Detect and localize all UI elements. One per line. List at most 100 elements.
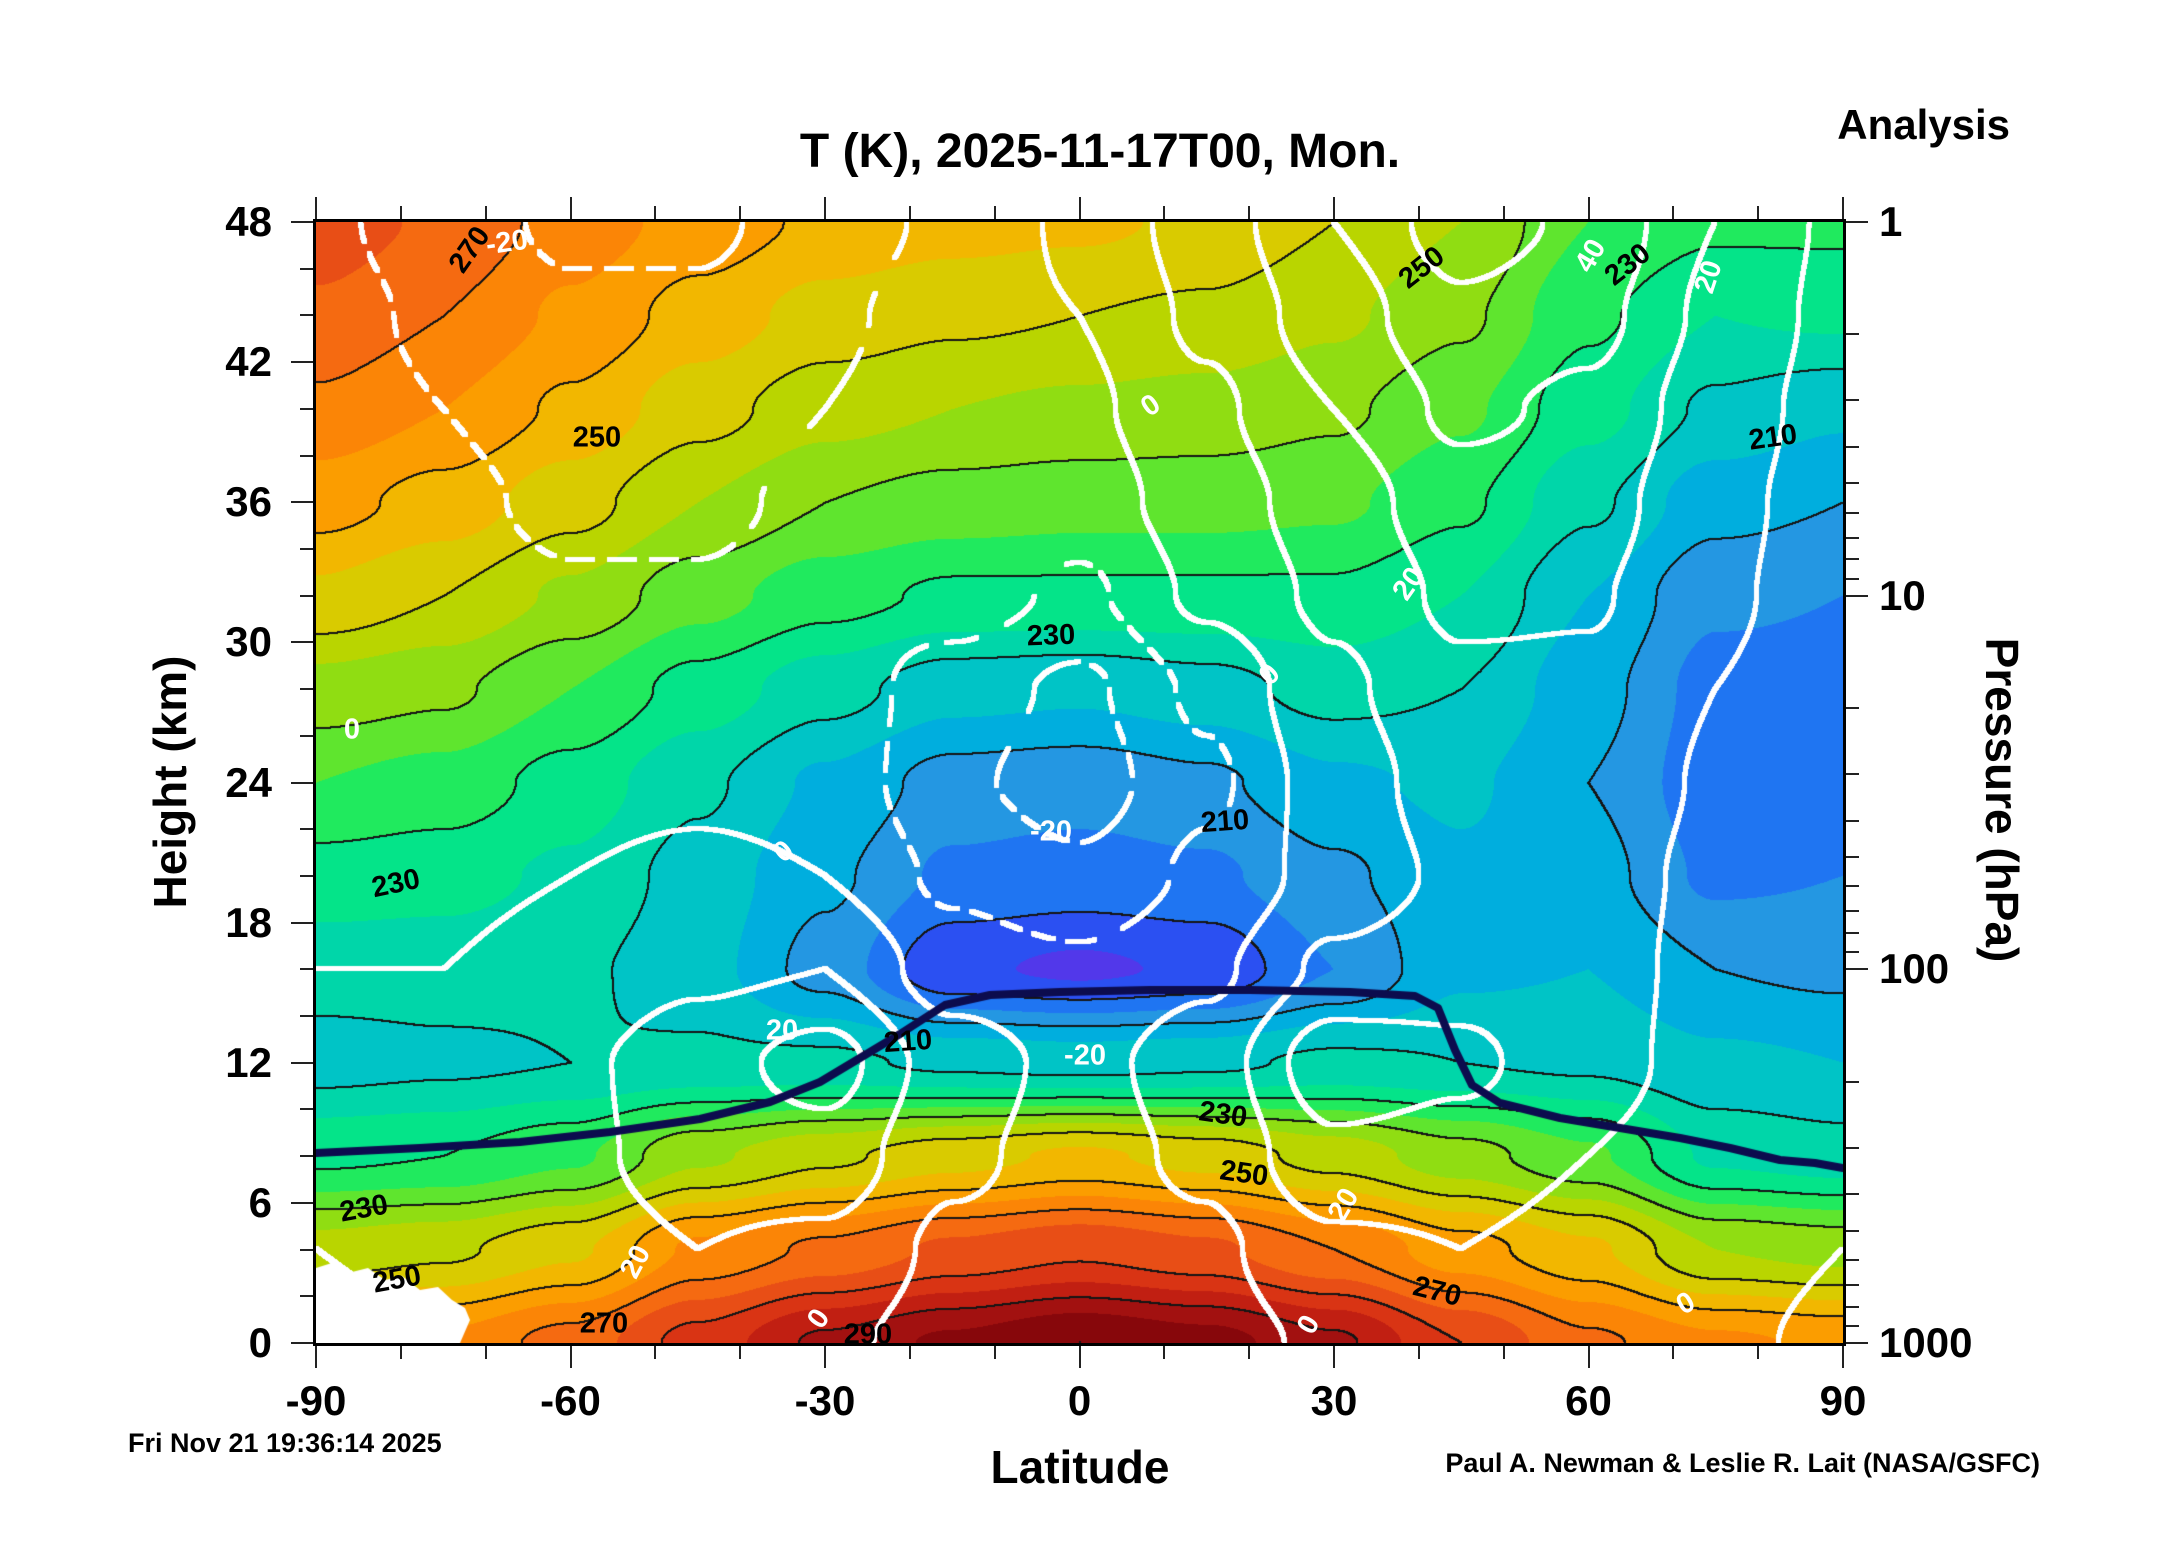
y-left-tick	[300, 688, 313, 691]
credit-text: Paul A. Newman & Leslie R. Lait (NASA/GS…	[1445, 1448, 2040, 1478]
y-right-tick	[1846, 594, 1868, 597]
y-right-tick	[1846, 221, 1868, 223]
y-right-minor-tick	[1846, 536, 1859, 539]
y-left-tick	[300, 407, 313, 410]
y-right-minor-tick	[1846, 1080, 1859, 1083]
x-tick-label: 60	[1565, 1377, 1612, 1424]
y-left-tick	[300, 594, 313, 597]
x-axis-top-tick	[824, 197, 826, 219]
y-left-tick	[291, 1061, 313, 1064]
y-left-tick-label: 24	[225, 758, 272, 806]
x-axis-top-tick	[1502, 206, 1505, 219]
y-left-tick-label: 0	[248, 1319, 272, 1366]
x-axis-tick	[1587, 1346, 1590, 1368]
x-axis-tick	[1502, 1346, 1505, 1359]
x-axis-top-tick	[1417, 206, 1420, 219]
y-left-tick	[300, 454, 313, 457]
y-left-tick	[291, 1201, 313, 1204]
y-left-tick-label: 18	[225, 898, 272, 946]
x-tick-label: 0	[1067, 1377, 1092, 1424]
x-axis-top-tick	[484, 206, 487, 219]
y-right-minor-tick	[1846, 932, 1859, 935]
x-axis-top-tick	[1163, 206, 1166, 219]
x-axis-tick	[1163, 1346, 1166, 1359]
x-axis-top-tick	[1248, 206, 1251, 219]
x-axis-top-tick	[654, 206, 657, 219]
y-right-tick	[1846, 968, 1868, 971]
y-right-minor-tick	[1846, 1305, 1859, 1308]
x-axis-top-tick	[399, 206, 402, 219]
x-axis-tick	[315, 1346, 317, 1368]
y-right-minor-tick	[1846, 1146, 1859, 1149]
page-title: T (K), 2025-11-17T00, Mon.	[799, 125, 1401, 178]
x-axis-tick	[739, 1346, 742, 1359]
y-right-minor-tick	[1846, 445, 1859, 448]
x-axis-tick	[1842, 1346, 1844, 1368]
x-axis-tick	[1078, 1346, 1081, 1368]
x-axis-top-tick	[569, 197, 572, 219]
plot-frame	[313, 219, 1846, 1346]
x-axis-top-tick	[1672, 206, 1675, 219]
y-left-tick	[300, 734, 313, 737]
y-right-minor-tick	[1846, 1324, 1859, 1327]
x-axis-title: Latitude	[990, 1441, 1170, 1493]
y-left-tick-label: 42	[225, 338, 272, 386]
y-right-minor-tick	[1846, 855, 1859, 858]
analysis-badge: Analysis	[1837, 101, 2010, 148]
x-axis-top-tick	[315, 197, 317, 219]
x-axis-top-tick	[1587, 197, 1590, 219]
y-right-minor-tick	[1846, 910, 1859, 913]
x-axis-tick	[908, 1346, 911, 1359]
x-axis-top-tick	[1842, 197, 1844, 219]
y-right-minor-tick	[1846, 577, 1859, 580]
x-axis-top-tick	[908, 206, 911, 219]
x-axis-top-tick	[1757, 206, 1760, 219]
x-tick-label: -30	[794, 1377, 856, 1424]
y-left-tick	[300, 1248, 313, 1251]
y-left-tick-label: 48	[225, 198, 272, 245]
x-axis-tick	[824, 1346, 826, 1368]
y-left-tick	[291, 221, 313, 223]
y-left-tick	[291, 501, 313, 504]
y-left-tick	[291, 921, 313, 924]
y-left-tick	[300, 874, 313, 877]
y-left-tick	[300, 968, 313, 971]
y-left-tick	[300, 267, 313, 270]
y-right-minor-tick	[1846, 885, 1859, 888]
y-right-tick-label: 1000	[1879, 1319, 1973, 1366]
y-left-tick-label: 36	[225, 478, 272, 526]
y-right-minor-tick	[1846, 558, 1859, 561]
y-left-tick	[300, 1295, 313, 1298]
y-right-tick-label: 100	[1879, 945, 1950, 993]
x-axis-tick	[1757, 1346, 1760, 1359]
y-right-minor-tick	[1846, 333, 1859, 336]
x-axis-tick	[1417, 1346, 1420, 1359]
y-left-tick	[300, 1015, 313, 1018]
y-left-tick-label: 30	[225, 618, 272, 666]
x-axis-tick	[993, 1346, 996, 1359]
y-right-minor-tick	[1846, 819, 1859, 822]
plot-timestamp: Fri Nov 21 19:36:14 2025	[128, 1428, 442, 1458]
x-tick-label: 90	[1819, 1377, 1867, 1424]
y-right-tick	[1846, 1342, 1868, 1344]
y-left-tick	[300, 314, 313, 317]
x-axis-top-tick	[1333, 197, 1335, 219]
x-tick-label: -90	[285, 1377, 347, 1424]
x-axis-tick	[1248, 1346, 1251, 1359]
y-right-minor-tick	[1846, 772, 1859, 775]
x-axis-tick	[399, 1346, 402, 1359]
y-left-tick	[300, 547, 313, 550]
y-right-minor-tick	[1846, 1284, 1859, 1287]
x-axis-top-tick	[1078, 197, 1081, 219]
y-left-tick	[291, 781, 313, 784]
x-axis-tick	[654, 1346, 657, 1359]
left-axis-title: Height (km)	[144, 655, 196, 909]
y-right-minor-tick	[1846, 482, 1859, 485]
x-axis-top-tick	[993, 206, 996, 219]
y-left-tick	[300, 1108, 313, 1111]
y-left-tick	[300, 828, 313, 831]
x-axis-tick	[1672, 1346, 1675, 1359]
y-right-minor-tick	[1846, 1193, 1859, 1196]
y-left-tick-label: 12	[225, 1038, 272, 1086]
y-left-tick-label: 6	[248, 1178, 272, 1226]
